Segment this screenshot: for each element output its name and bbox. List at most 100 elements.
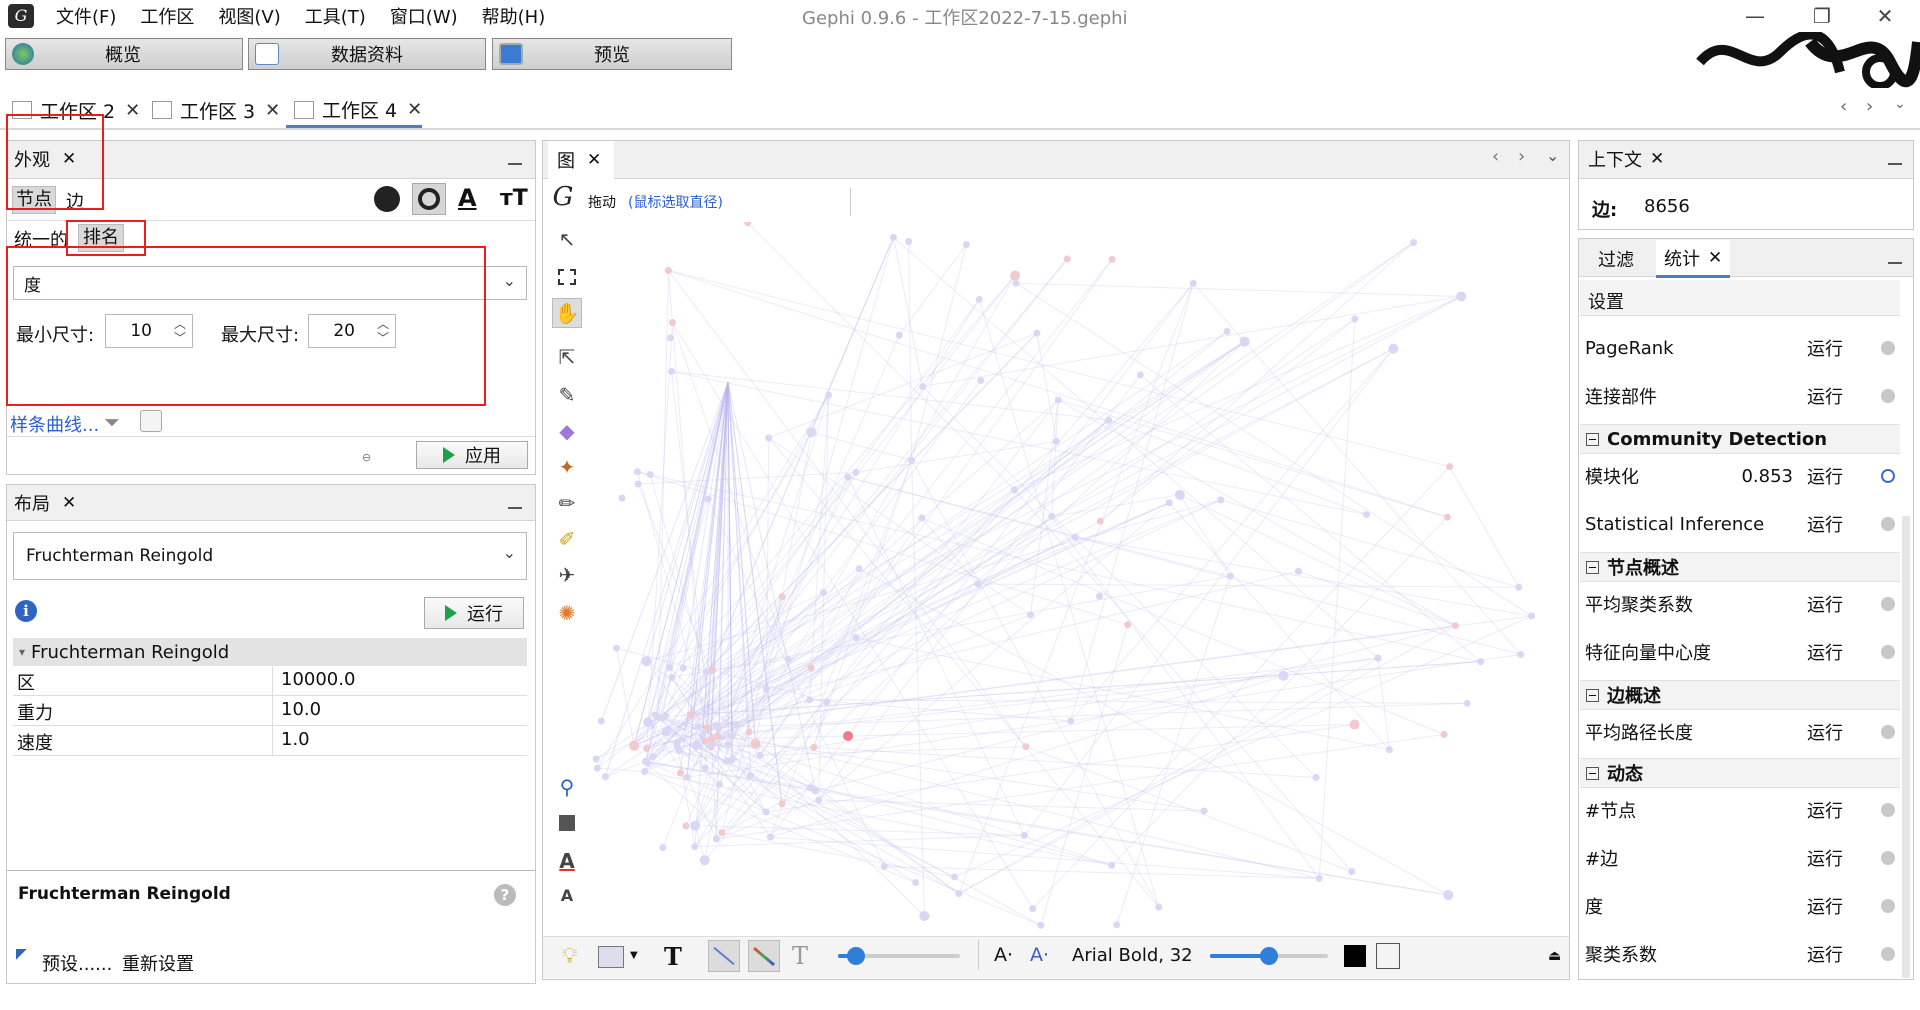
graph-node[interactable] <box>745 728 753 736</box>
edge-pencil-icon[interactable]: ✐ <box>558 527 576 551</box>
close-icon[interactable]: ✕ <box>1876 4 1894 28</box>
spinner-arrows-icon[interactable]: ︿ ﹀ <box>173 317 186 345</box>
run-button[interactable]: 运行 <box>1807 339 1843 360</box>
run-button[interactable]: 运行 <box>1807 801 1843 822</box>
help-icon[interactable] <box>1881 725 1895 739</box>
graph-node[interactable] <box>1349 719 1360 730</box>
graph-node[interactable] <box>1124 621 1132 629</box>
graph-node[interactable] <box>766 833 774 841</box>
spinner-arrows-icon[interactable]: ︿ ﹀ <box>376 317 389 345</box>
heat-map-icon[interactable]: ✺ <box>558 601 576 625</box>
run-button[interactable]: 运行 <box>1807 515 1843 536</box>
menu-workspace[interactable]: 工作区 <box>140 7 195 28</box>
ranking-attribute-select[interactable]: 度 ⌄ <box>13 266 527 300</box>
label-size-tool-icon[interactable]: A <box>560 885 574 905</box>
graph-node[interactable] <box>1113 921 1121 929</box>
help-icon[interactable]: ? <box>494 884 516 906</box>
graph-node-highlight[interactable] <box>843 731 853 741</box>
graph-node[interactable] <box>1463 699 1471 707</box>
graph-node[interactable] <box>1027 611 1035 619</box>
graph-node[interactable] <box>784 655 792 663</box>
graph-node[interactable] <box>641 656 652 667</box>
label-color-icon[interactable]: A <box>458 184 477 212</box>
minimize-panel-icon[interactable] <box>508 163 522 165</box>
graph-node[interactable] <box>712 721 720 729</box>
graph-node[interactable] <box>977 376 985 384</box>
graph-node[interactable] <box>661 726 672 737</box>
presets-link[interactable]: 预设...... <box>42 954 113 975</box>
drag-hand-icon[interactable]: ✋ <box>552 298 582 328</box>
close-icon[interactable]: ✕ <box>125 99 141 121</box>
graph-node[interactable] <box>651 711 659 719</box>
graph-node[interactable] <box>811 787 819 795</box>
graph-node[interactable] <box>1174 489 1185 500</box>
graph-node[interactable] <box>815 796 823 804</box>
graph-node[interactable] <box>1010 486 1018 494</box>
graph-node[interactable] <box>855 565 863 573</box>
label-color-swatch[interactable] <box>1344 945 1366 967</box>
graph-node[interactable] <box>668 318 676 326</box>
menu-tools[interactable]: 工具(T) <box>304 7 366 28</box>
graph-node[interactable] <box>1410 239 1418 247</box>
run-button[interactable]: 运行 <box>1807 723 1843 744</box>
property-row-speed[interactable]: 速度 1.0 <box>13 726 527 756</box>
graph-node[interactable] <box>1443 890 1454 901</box>
tab-workspace-4[interactable]: 工作区 4 ✕ <box>286 94 423 128</box>
graph-node[interactable] <box>641 767 649 775</box>
graph-node[interactable] <box>1239 336 1250 347</box>
section-community-detection[interactable]: Community Detection <box>1580 424 1900 454</box>
graph-node[interactable] <box>918 514 926 522</box>
graph-node[interactable] <box>1446 463 1454 471</box>
graph-node[interactable] <box>698 731 706 739</box>
close-icon[interactable]: ✕ <box>407 99 423 120</box>
graph-node[interactable] <box>1217 496 1225 504</box>
graph-node[interactable] <box>1388 343 1399 354</box>
graph-node[interactable] <box>1063 255 1071 263</box>
zoom-center-icon[interactable]: ⚲ <box>559 775 575 799</box>
minimize-panel-icon[interactable] <box>1888 163 1902 165</box>
help-icon[interactable] <box>1881 851 1895 865</box>
section-dynamic[interactable]: 动态 <box>1580 758 1900 788</box>
graph-node[interactable] <box>778 593 786 601</box>
graph-node[interactable] <box>683 773 691 781</box>
painter-icon[interactable]: ✦ <box>558 455 576 479</box>
label-color-tool-icon[interactable]: A <box>559 849 575 873</box>
menu-window[interactable]: 窗口(W) <box>389 7 458 28</box>
graph-node[interactable] <box>664 267 672 275</box>
statistics-scrollbar[interactable] <box>1902 516 1910 978</box>
graph-node[interactable] <box>1278 670 1289 681</box>
graph-node[interactable] <box>682 822 690 830</box>
graph-node[interactable] <box>629 740 640 751</box>
graph-node[interactable] <box>1022 743 1030 751</box>
graph-node[interactable] <box>1010 270 1021 281</box>
menu-file[interactable]: 文件(F) <box>56 7 117 28</box>
filter-funnel-icon[interactable]: ⏷ <box>104 410 120 434</box>
graph-node[interactable] <box>1443 513 1451 521</box>
graph-node[interactable] <box>810 743 818 751</box>
graph-node[interactable] <box>1517 651 1525 659</box>
help-icon[interactable] <box>1881 947 1895 961</box>
graph-node[interactable] <box>1385 746 1393 754</box>
graph-node[interactable] <box>592 755 600 763</box>
pencil-icon[interactable]: ✏ <box>558 491 576 515</box>
graph-node[interactable] <box>1020 831 1028 839</box>
graph-node[interactable] <box>1351 315 1359 323</box>
panel-scroll-right-icon[interactable]: › <box>1518 146 1526 167</box>
tab-scroll-right-icon[interactable]: › <box>1866 96 1874 117</box>
size-icon[interactable] <box>412 183 446 215</box>
edge-weight-slider[interactable] <box>838 947 960 965</box>
graph-node[interactable] <box>895 331 903 339</box>
property-value[interactable]: 10.0 <box>281 699 322 720</box>
panel-scroll-left-icon[interactable]: ‹ <box>1492 146 1500 167</box>
run-button[interactable]: 运行 <box>1807 849 1843 870</box>
close-icon[interactable]: ✕ <box>1650 149 1665 169</box>
graph-node[interactable] <box>747 772 755 780</box>
graph-node[interactable] <box>659 844 667 852</box>
graph-node[interactable] <box>1312 774 1320 782</box>
help-icon[interactable] <box>1881 341 1895 355</box>
context-tab[interactable]: 上下文 ✕ <box>1588 146 1664 172</box>
info-icon[interactable]: i <box>15 600 37 622</box>
run-button[interactable]: 运行 <box>1807 897 1843 918</box>
graph-node[interactable] <box>668 674 676 682</box>
graph-node[interactable] <box>712 835 720 843</box>
